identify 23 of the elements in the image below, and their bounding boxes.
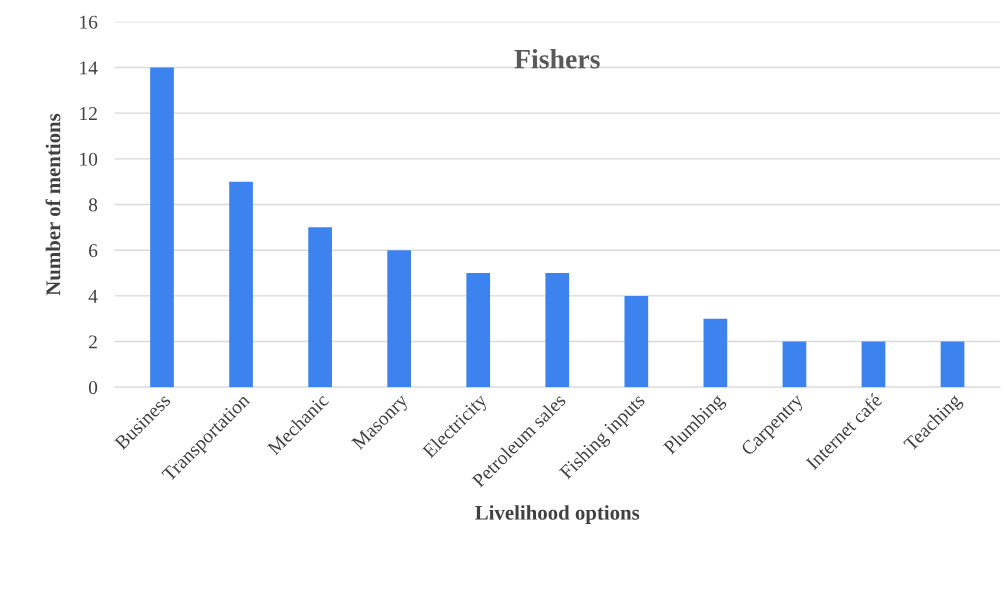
y-tick-label: 4 [88,289,98,303]
bar [861,341,886,388]
text: Fishers [514,49,600,69]
y-tick-label: 16 [80,15,98,29]
y-tick-label: 10 [80,152,98,166]
y-tick-label: 2 [89,335,97,349]
bar [940,341,965,388]
y-tick-label: 8 [88,198,98,212]
bar [782,341,807,388]
y-tick-label: 6 [89,244,98,258]
y-tick-label: 14 [80,61,98,75]
x-axis-title: Livelihood options [475,505,640,525]
bar [229,181,253,388]
y-tick-label: 12 [80,107,97,120]
y-tick-label: 0 [88,381,98,395]
bar [387,250,412,388]
bar [150,67,174,388]
bar [703,318,728,388]
y-axis-title: Number of mentions [45,113,61,296]
bar [624,295,649,388]
bar [466,273,491,388]
bar [308,227,332,388]
bar [545,273,570,388]
